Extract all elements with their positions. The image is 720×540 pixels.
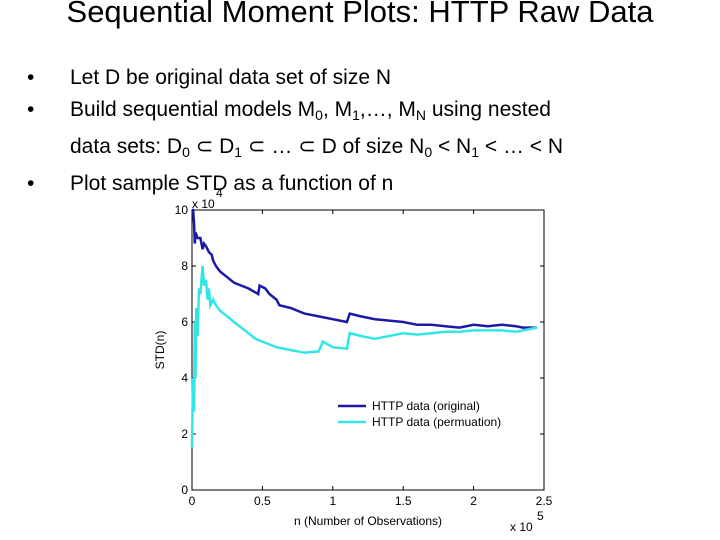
- bullet-text: , M: [322, 98, 353, 121]
- bullet-text: Plot sample STD as a function of n: [70, 172, 394, 195]
- y-multiplier-label: x 10: [192, 197, 215, 211]
- bullet-text: Build sequential models M: [70, 98, 316, 121]
- bullet-item: • Let D be original data set of size N: [27, 62, 707, 94]
- bullet-marker: •: [27, 98, 35, 121]
- bullet-list: • Let D be original data set of size N • Bu…: [27, 62, 707, 200]
- x-multiplier-label: x 10: [510, 520, 533, 534]
- bullet-text: data sets: D: [70, 135, 183, 158]
- plot-area: [191, 209, 545, 491]
- x-tick-label: 1.5: [395, 494, 412, 508]
- slide-title: Sequential Moment Plots: HTTP Raw Data: [66, 0, 654, 29]
- subscript-text: N: [415, 107, 427, 123]
- y-tick-label: 0: [181, 483, 188, 497]
- bullet-item: • Plot sample STD as a function of n: [27, 168, 707, 200]
- x-axis-label: n (Number of Observations): [294, 514, 442, 528]
- series-line-permutation: [190, 265, 538, 449]
- y-tick-label: 4: [181, 371, 188, 385]
- bullet-text: < N: [432, 135, 472, 158]
- subscript-text: 1: [352, 107, 360, 123]
- bullet-item: • Build sequential models M0, M1,…, MN us…: [27, 94, 707, 131]
- bullet-text: < … < N: [479, 135, 564, 158]
- x-tick-label: 2.5: [536, 494, 553, 508]
- x-tick-label: 2: [470, 494, 477, 508]
- bullet-text: ,…, M: [359, 98, 416, 121]
- subscript-text: 0: [182, 144, 190, 160]
- legend: HTTP data (original) HTTP data (permuatio…: [338, 399, 501, 429]
- x-tick-label: 1: [329, 494, 336, 508]
- subscript-text: 1: [234, 144, 243, 160]
- y-axis-label: STD(n): [153, 331, 167, 370]
- bullet-marker: •: [27, 172, 35, 195]
- y-tick-label: 2: [181, 427, 188, 441]
- y-tick-label: 6: [181, 315, 188, 329]
- subscript-text: 0: [315, 107, 323, 123]
- bullet-text: ⊂ … ⊂ D of size N: [242, 135, 425, 158]
- legend-label: HTTP data (permuation): [372, 415, 501, 429]
- bullet-text: Let D be original data set of size N: [70, 66, 392, 89]
- bullet-marker: •: [27, 66, 35, 89]
- y-tick-label: 10: [175, 203, 189, 217]
- y-tick-label: 8: [181, 259, 188, 273]
- bullet-text: using nested: [426, 98, 551, 121]
- legend-label: HTTP data (original): [372, 399, 480, 413]
- series-line-original: [191, 208, 537, 329]
- y-multiplier-exponent: 4: [216, 186, 223, 200]
- x-tick-label: 0: [189, 494, 196, 508]
- bullet-item: data sets: D0 ⊂ D1 ⊂ … ⊂ D of size N0 < …: [27, 131, 707, 168]
- x-tick-label: 0.5: [254, 494, 271, 508]
- x-multiplier-exponent: 5: [537, 509, 544, 523]
- subscript-text: 1: [471, 144, 480, 160]
- bullet-text: ⊂ D: [189, 135, 235, 158]
- subscript-text: 0: [424, 144, 433, 160]
